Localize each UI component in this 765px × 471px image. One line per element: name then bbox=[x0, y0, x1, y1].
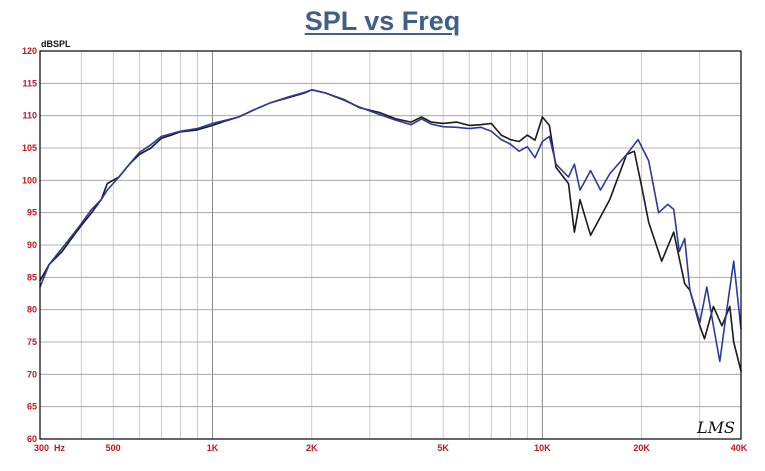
curves bbox=[39, 89, 742, 372]
y-tick-label: 65 bbox=[27, 402, 37, 412]
tick-labels: 60 65 70 75 80 85 90 95 100 105 110 115 120 300 Hz 500… bbox=[22, 46, 748, 453]
lms-watermark: LMS bbox=[696, 418, 735, 437]
y-tick-label: 60 bbox=[27, 434, 37, 444]
y-axis-label: dBSPL bbox=[41, 39, 71, 49]
chart-title: SPL vs Freq bbox=[304, 6, 461, 36]
y-tick-label: 115 bbox=[22, 78, 37, 88]
plot-frame bbox=[39, 50, 742, 440]
y-tick-label: 75 bbox=[27, 337, 37, 347]
y-tick-label: 70 bbox=[27, 369, 37, 379]
x-tick-label: 10K bbox=[534, 443, 551, 453]
x-tick-label: 2K bbox=[306, 443, 318, 453]
y-tick-label: 90 bbox=[27, 240, 37, 250]
x-tick-label: 1K bbox=[207, 443, 219, 453]
series-line-2 bbox=[39, 89, 742, 363]
series-line-1 bbox=[39, 89, 742, 372]
grid-lines bbox=[39, 50, 742, 440]
y-tick-label: 95 bbox=[27, 208, 37, 218]
x-tick-label: 40K bbox=[731, 443, 748, 453]
y-tick-label: 120 bbox=[22, 46, 37, 56]
y-tick-label: 105 bbox=[22, 143, 37, 153]
y-tick-label: 110 bbox=[22, 111, 37, 121]
y-tick-label: 85 bbox=[27, 272, 37, 282]
y-tick-label: 100 bbox=[22, 175, 37, 185]
x-tick-label: 5K bbox=[437, 443, 449, 453]
x-tick-label: 20K bbox=[633, 443, 650, 453]
y-tick-label: 80 bbox=[27, 305, 37, 315]
x-tick-label: 500 bbox=[106, 443, 121, 453]
x-tick-label: 300 Hz bbox=[34, 443, 66, 453]
